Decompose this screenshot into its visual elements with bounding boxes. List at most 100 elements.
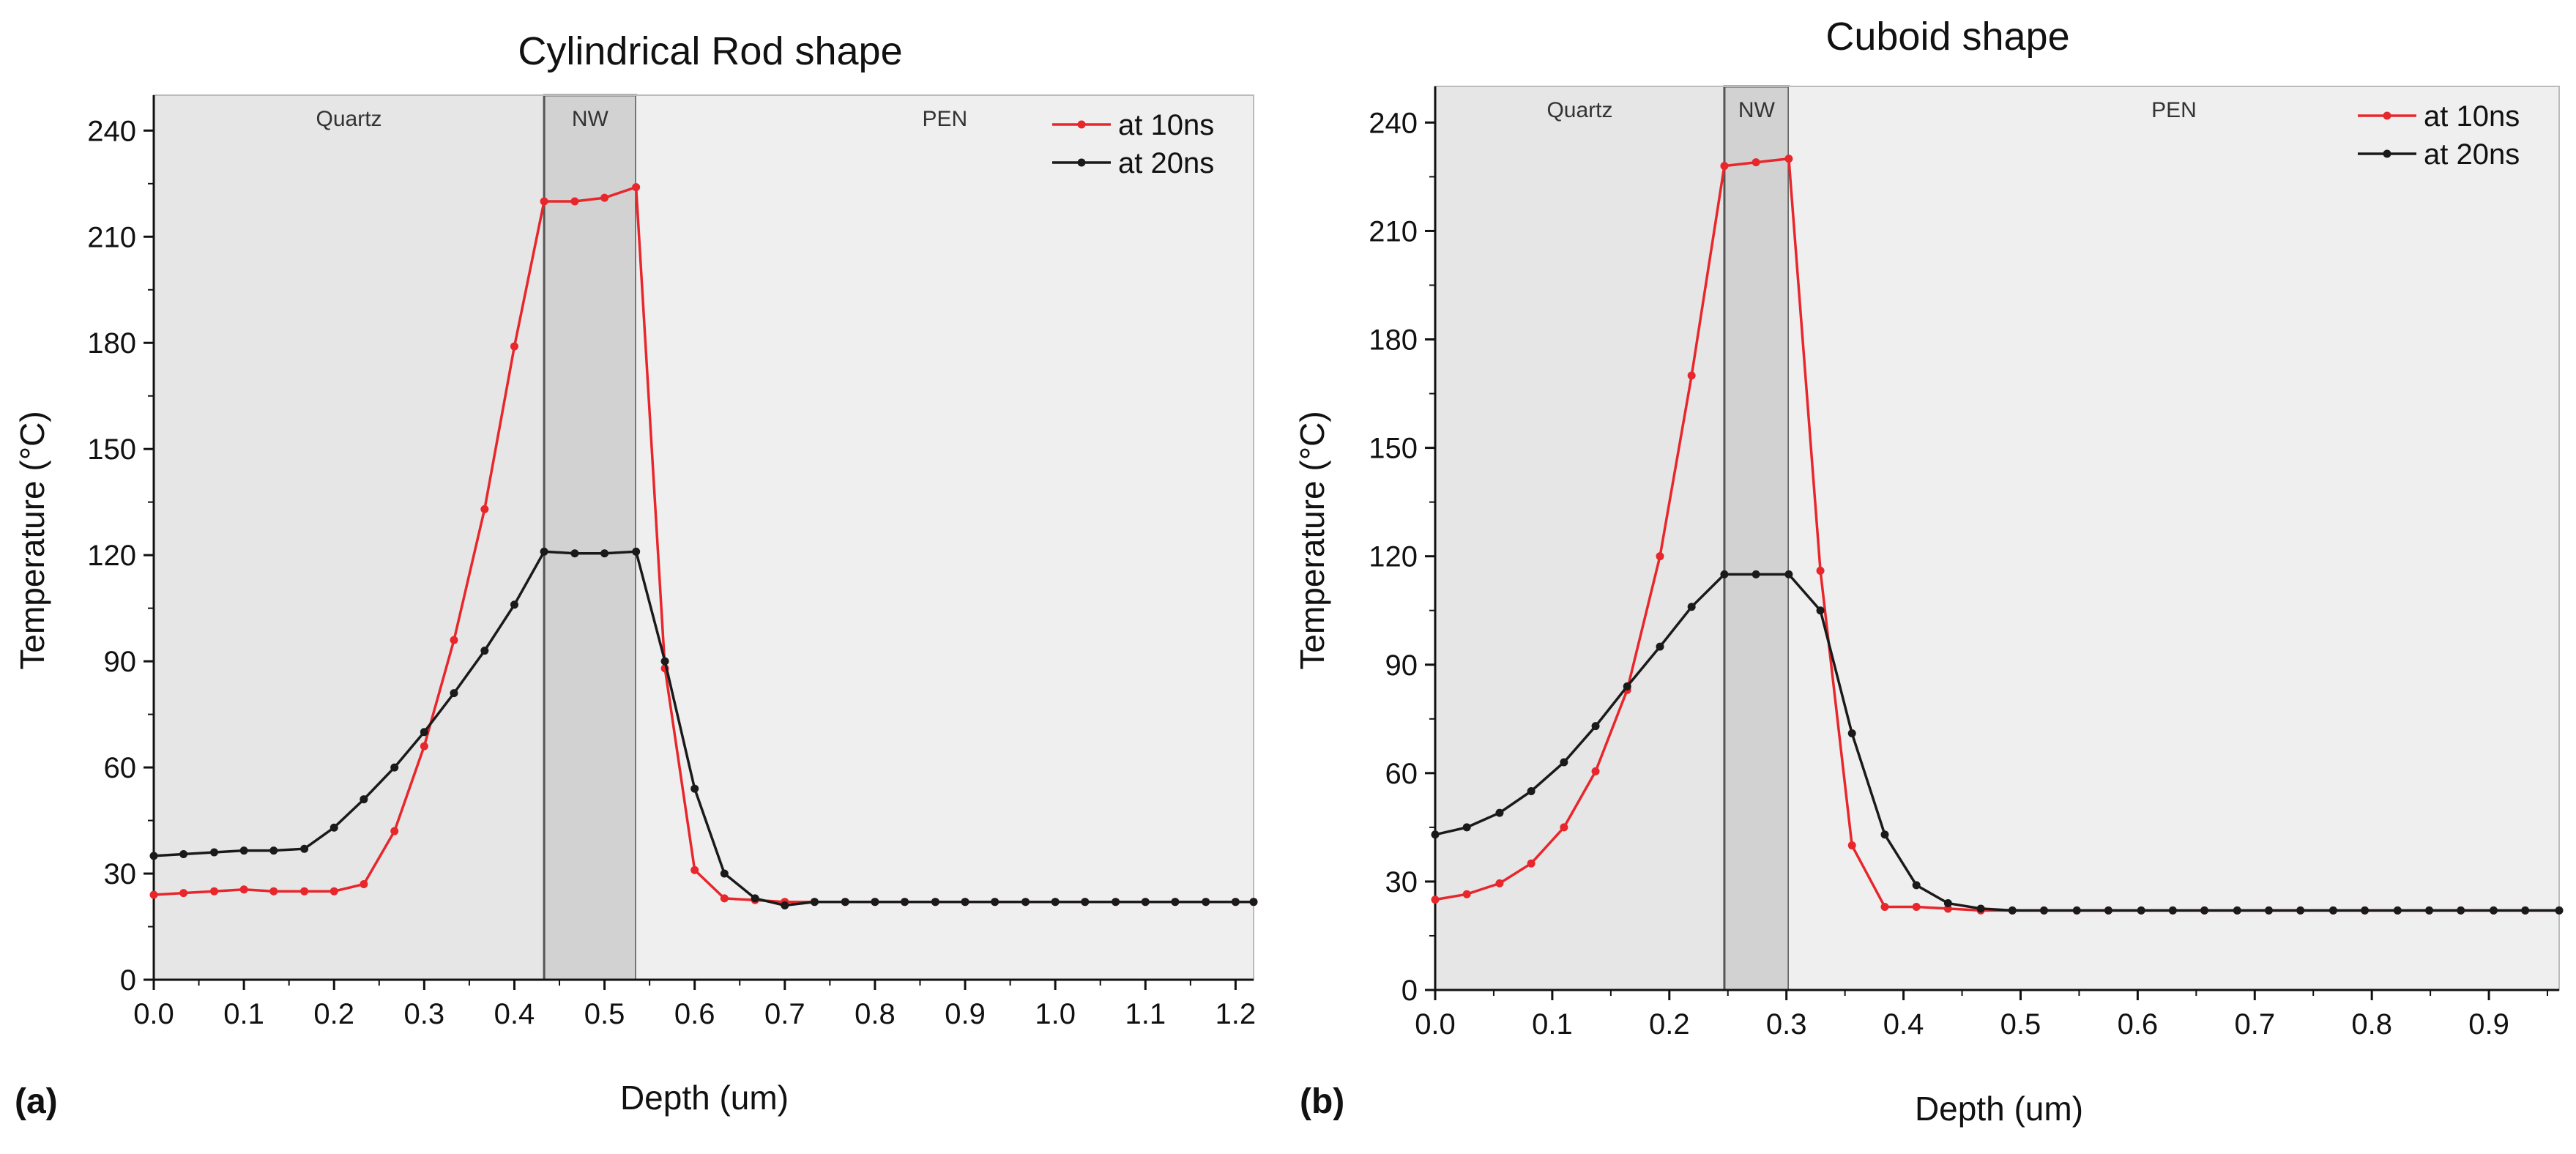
data-point	[2264, 906, 2273, 915]
data-point	[510, 342, 518, 351]
y-tick-label: 60	[104, 752, 137, 784]
data-point	[1816, 606, 1825, 615]
legend-marker	[2383, 111, 2391, 120]
data-point	[991, 898, 999, 907]
series-20ns	[1431, 570, 2564, 915]
data-point	[600, 549, 609, 558]
data-point	[1752, 158, 1760, 167]
legend-marker	[2383, 149, 2391, 158]
data-point	[1527, 859, 1535, 868]
data-point	[510, 600, 518, 609]
legend-marker	[1077, 120, 1086, 129]
y-tick-label: 120	[87, 540, 136, 572]
legend-marker	[1077, 158, 1086, 167]
panel-label: (b)	[1300, 1082, 1344, 1121]
chart-title: Cuboid shape	[1825, 15, 2069, 59]
x-tick-label: 0.1	[223, 998, 264, 1030]
data-point	[751, 894, 759, 903]
data-point	[420, 742, 428, 751]
y-tick-label: 30	[1385, 866, 1418, 898]
data-point	[690, 866, 699, 874]
data-point	[540, 547, 548, 556]
y-axis-label: Temperature (°C)	[13, 411, 51, 669]
data-point	[570, 549, 579, 558]
data-point	[1976, 904, 1985, 913]
data-point	[149, 852, 158, 860]
data-point	[1784, 570, 1793, 578]
legend-label: at 10ns	[1118, 109, 1214, 141]
data-point	[2200, 906, 2209, 915]
legend-label: at 10ns	[2424, 100, 2520, 133]
x-tick-label: 0.5	[2000, 1008, 2041, 1041]
data-point	[2521, 906, 2530, 915]
data-point	[1462, 823, 1471, 832]
data-point	[420, 728, 428, 737]
y-tick-label: 90	[104, 646, 137, 678]
data-point	[1495, 879, 1504, 887]
data-point	[720, 869, 729, 878]
data-point	[1081, 898, 1090, 907]
data-point	[390, 763, 399, 772]
region-pen	[1788, 86, 2559, 990]
data-point	[1784, 155, 1793, 163]
legend-label: at 20ns	[2424, 138, 2520, 171]
data-point	[2008, 906, 2017, 915]
x-tick-label: 0.3	[404, 998, 445, 1030]
region-nw	[1723, 85, 1790, 991]
y-tick-label: 0	[1401, 975, 1418, 1007]
data-point	[2296, 906, 2305, 915]
data-point	[330, 823, 338, 832]
y-axis-label: Temperature (°C)	[1293, 411, 1331, 669]
data-point	[632, 183, 641, 192]
data-point	[209, 887, 218, 896]
data-point	[390, 827, 399, 835]
region-label: Quartz	[1546, 98, 1612, 122]
x-tick-label: 0.2	[1649, 1008, 1690, 1041]
data-point	[2393, 906, 2402, 915]
data-point	[600, 193, 609, 202]
data-point	[570, 197, 579, 206]
data-point	[1720, 162, 1729, 171]
legend: at 10ns at 20ns	[2358, 100, 2520, 171]
region-label: PEN	[922, 107, 967, 131]
data-point	[1560, 823, 1568, 832]
data-point	[149, 890, 158, 899]
data-point	[1231, 898, 1240, 907]
data-point	[2072, 906, 2081, 915]
region-nw	[543, 94, 638, 981]
data-point	[1051, 898, 1060, 907]
data-point	[1847, 841, 1856, 850]
x-tick-label: 0.0	[1415, 1008, 1456, 1041]
data-point	[1880, 830, 1889, 839]
x-tick-label: 0.8	[2351, 1008, 2392, 1041]
legend: at 10ns at 20ns	[1052, 109, 1214, 179]
data-point	[2555, 906, 2564, 915]
data-point	[2425, 906, 2434, 915]
x-tick-label: 0.2	[313, 998, 354, 1030]
data-point	[360, 880, 368, 889]
x-tick-label: 0.4	[494, 998, 535, 1030]
data-point	[540, 197, 548, 206]
data-point	[781, 901, 789, 910]
x-tick-label: 1.1	[1125, 998, 1166, 1030]
x-tick-label: 0.6	[2118, 1008, 2159, 1041]
y-tick-label: 240	[1369, 107, 1418, 139]
data-point	[1912, 881, 1921, 890]
data-point	[1687, 371, 1696, 380]
y-tick-label: 180	[1369, 324, 1418, 357]
data-point	[1141, 898, 1150, 907]
data-point	[269, 846, 278, 855]
data-point	[1591, 767, 1600, 775]
data-point	[690, 784, 699, 793]
data-point	[450, 689, 458, 698]
y-tick-label: 30	[104, 858, 137, 890]
data-point	[1656, 552, 1664, 561]
data-point	[931, 898, 939, 907]
x-tick-label: 0.9	[2468, 1008, 2509, 1041]
data-point	[1591, 722, 1600, 731]
data-point	[961, 898, 969, 907]
data-point	[1202, 898, 1210, 907]
panel-a-cylindrical-rod: Cylindrical Rod shape (a) Depth (um) Tem…	[13, 29, 1258, 1121]
data-point	[1431, 830, 1440, 839]
